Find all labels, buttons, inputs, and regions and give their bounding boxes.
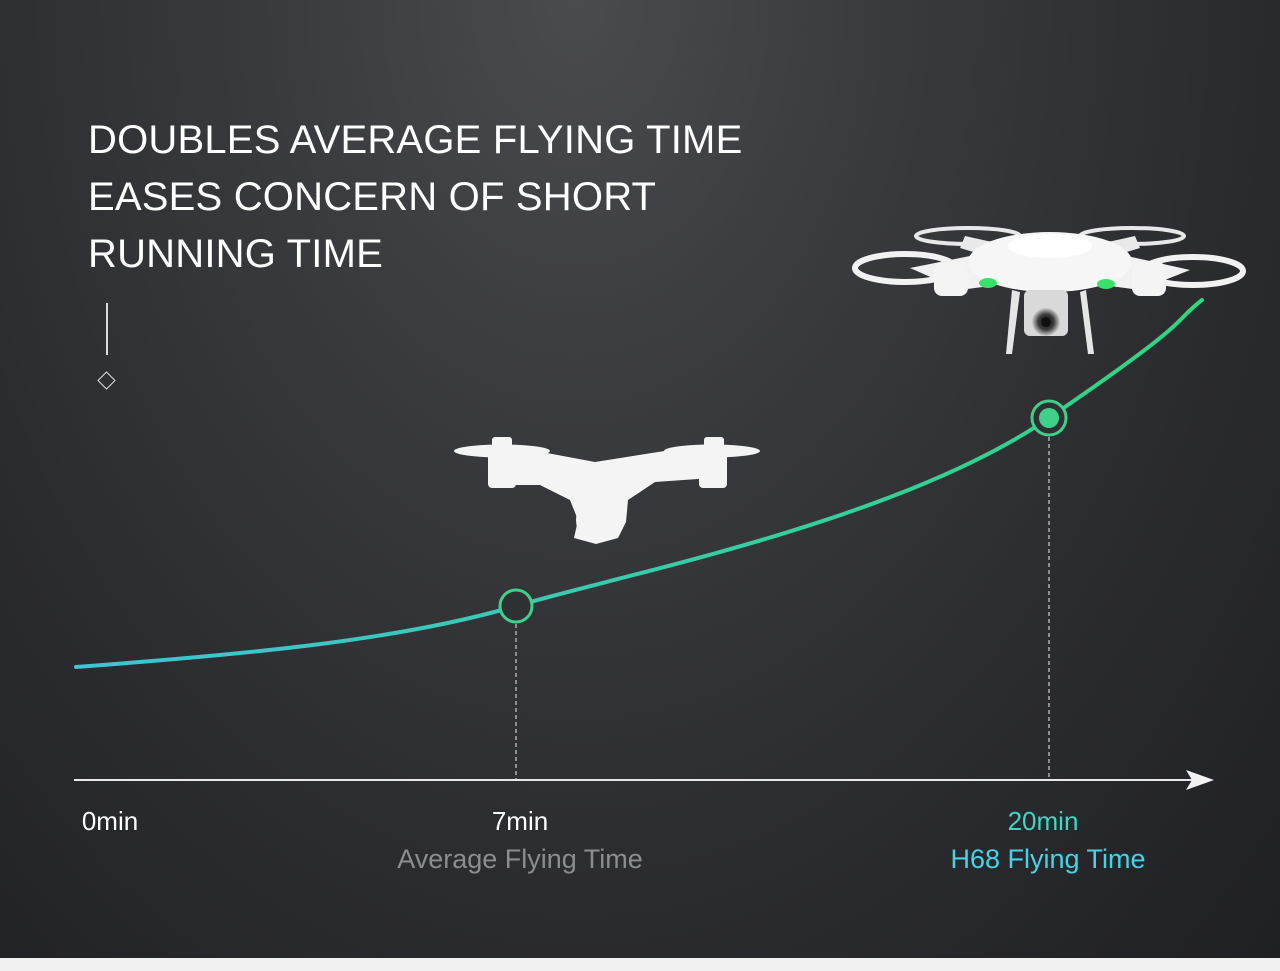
average-marker: [498, 588, 534, 624]
average-drone-image: [454, 437, 760, 544]
headline: DOUBLES AVERAGE FLYING TIME EASES CONCER…: [88, 112, 742, 283]
decorative-vertical-line: [106, 303, 108, 355]
h68-marker-dot: [1039, 408, 1059, 428]
x-label-0min: 0min: [81, 806, 139, 836]
x-axis-arrow-icon: [1186, 770, 1214, 790]
h68-drone-image: [852, 226, 1246, 354]
headline-line-2: EASES CONCERN OF SHORT: [88, 175, 657, 219]
flying-time-curve: [74, 298, 1204, 669]
bottom-border: [0, 958, 1280, 971]
headline-line-1: DOUBLES AVERAGE FLYING TIME: [88, 118, 743, 162]
headline-line-3: RUNNING TIME: [88, 232, 383, 276]
average-flying-time-label: Average Flying Time: [397, 844, 643, 874]
h68-flying-time-label: H68 Flying Time: [950, 844, 1146, 874]
x-label-20min: 20min: [1007, 806, 1079, 836]
x-label-7min: 7min: [491, 806, 549, 836]
